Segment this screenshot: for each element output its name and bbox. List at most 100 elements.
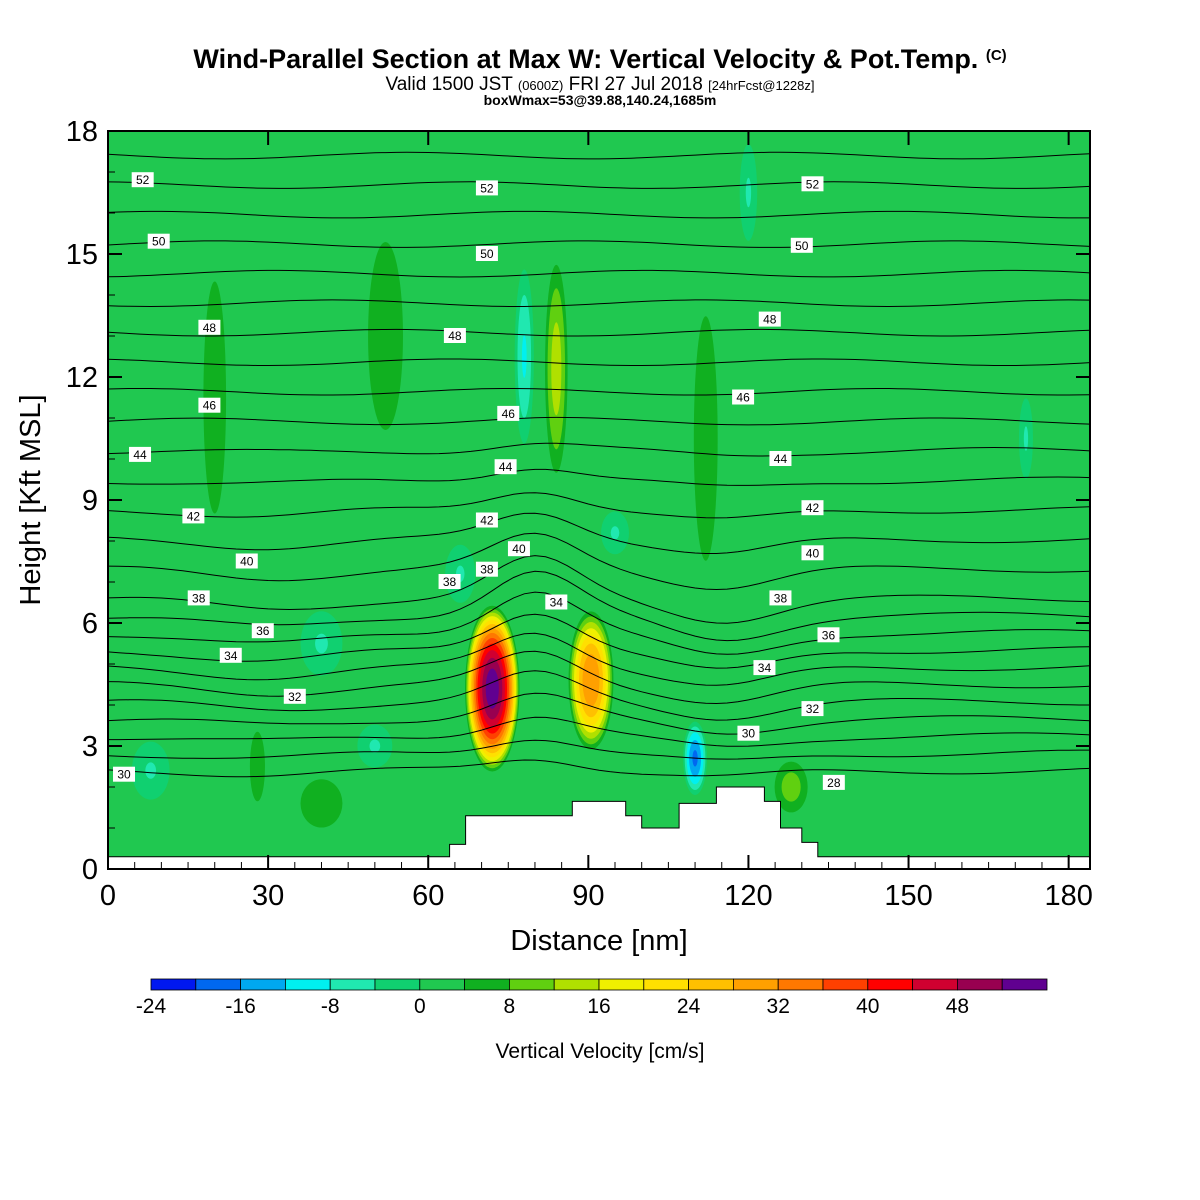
velocity-cell xyxy=(1018,398,1033,479)
theta-contour-line xyxy=(108,181,1090,189)
theta-contour-line xyxy=(108,739,1090,760)
theta-label-text: 36 xyxy=(822,628,836,642)
x-tick-label: 90 xyxy=(572,880,604,912)
colorbar-swatch xyxy=(733,978,779,991)
velocity-band xyxy=(203,281,227,514)
theta-label: 46 xyxy=(198,397,221,413)
theta-label-text: 44 xyxy=(499,460,513,474)
colorbar-tick-label: -24 xyxy=(136,995,167,1018)
theta-label-text: 52 xyxy=(136,173,150,187)
y-tick-label: 6 xyxy=(82,608,98,640)
theta-label: 40 xyxy=(507,541,530,557)
velocity-band xyxy=(1090,494,1132,548)
theta-contour-line xyxy=(108,692,1090,735)
theta-contour-line xyxy=(108,388,1090,396)
theta-label: 52 xyxy=(801,176,824,192)
theta-contour-line xyxy=(108,532,1090,591)
theta-label-text: 40 xyxy=(240,555,254,569)
colorbar-tick-label: 48 xyxy=(946,995,969,1018)
x-axis-label: Distance [nm] xyxy=(510,925,687,957)
velocity-cell xyxy=(545,264,568,473)
colorbar-swatch xyxy=(598,978,645,991)
theta-label: 34 xyxy=(219,647,242,663)
colorbar-swatch xyxy=(284,978,331,991)
velocity-cell xyxy=(357,724,393,768)
y-tick-label: 15 xyxy=(66,239,98,271)
copyright-mark: (C) xyxy=(985,47,1007,64)
velocity-band xyxy=(693,316,718,561)
theta-contour-line xyxy=(108,123,1090,130)
theta-label: 50 xyxy=(790,237,813,253)
colorbar-swatch xyxy=(688,978,734,991)
velocity-band xyxy=(781,772,801,802)
theta-label-text: 44 xyxy=(133,448,147,462)
y-tick-label: 3 xyxy=(82,731,98,763)
colorbar-label: Vertical Velocity [cm/s] xyxy=(496,1040,705,1063)
velocity-cell xyxy=(739,144,758,241)
colorbar-swatch xyxy=(643,978,689,991)
theta-label-text: 30 xyxy=(742,727,756,741)
theta-label-text: 42 xyxy=(806,501,820,515)
theta-contour-line xyxy=(108,299,1090,308)
theta-label: 44 xyxy=(494,459,517,475)
theta-label-text: 34 xyxy=(758,661,772,675)
colorbar-tick-label: -8 xyxy=(321,995,340,1018)
theta-contour-line xyxy=(108,650,1090,705)
theta-contour-line xyxy=(108,442,1090,457)
theta-label-text: 38 xyxy=(480,563,494,577)
theta-label: 52 xyxy=(475,180,498,196)
theta-label: 38 xyxy=(187,590,210,606)
theta-contour-line xyxy=(108,716,1090,747)
theta-label-text: 50 xyxy=(795,239,809,253)
velocity-cell xyxy=(131,741,170,800)
theta-label-text: 52 xyxy=(806,177,820,191)
colorbar-tick-label: 40 xyxy=(856,995,879,1018)
theta-label-text: 42 xyxy=(187,509,201,523)
colorbar-tick-label: 24 xyxy=(677,995,701,1018)
velocity-cell xyxy=(568,611,614,750)
theta-label-text: 46 xyxy=(203,399,217,413)
colorbar-swatch xyxy=(867,978,913,991)
x-tick-label: 150 xyxy=(884,880,932,912)
theta-contour-line xyxy=(108,555,1090,624)
terrain-mask xyxy=(108,786,1090,869)
velocity-cell xyxy=(203,281,227,514)
colorbar-swatch xyxy=(912,978,958,991)
velocity-band xyxy=(300,779,343,828)
velocity-band xyxy=(369,739,381,753)
theta-label-text: 32 xyxy=(288,690,302,704)
x-tick-label: 180 xyxy=(1044,880,1092,912)
terrain xyxy=(108,786,1090,869)
theta-label: 38 xyxy=(438,574,461,589)
colorbar-tick-label: 8 xyxy=(504,995,516,1018)
colorbar-swatch xyxy=(240,978,286,991)
theta-contour-line xyxy=(108,210,1090,219)
theta-label-text: 32 xyxy=(806,702,820,716)
theta-label: 38 xyxy=(475,561,498,577)
theta-label-text: 50 xyxy=(480,247,494,261)
velocity-band xyxy=(745,177,752,208)
theta-contour-line xyxy=(108,151,1090,160)
y-axis-label: Height [Kft MSL] xyxy=(15,394,47,605)
colorbar-swatch xyxy=(777,978,824,991)
theta-label: 40 xyxy=(801,545,824,561)
theta-contour-labels: 52 52 52 50 50 50 48 48 48 46 46 46 44 44 44 42 42 42 40 40… xyxy=(113,172,845,790)
colorbar-swatch xyxy=(1001,978,1048,991)
theta-label: 36 xyxy=(817,627,840,643)
velocity-band xyxy=(368,242,403,430)
velocity-cell xyxy=(774,761,808,813)
theta-label: 48 xyxy=(758,311,781,327)
velocity-cell xyxy=(465,605,520,772)
theta-label: 34 xyxy=(545,594,568,610)
theta-label: 52 xyxy=(131,172,154,188)
x-tick-label: 30 xyxy=(252,880,284,912)
velocity-cell xyxy=(368,242,403,430)
theta-label: 42 xyxy=(182,508,205,524)
theta-label: 28 xyxy=(822,774,845,790)
theta-label-text: 46 xyxy=(502,407,516,421)
theta-label-text: 44 xyxy=(774,452,788,466)
theta-label: 50 xyxy=(475,246,498,261)
theta-label: 32 xyxy=(801,701,824,717)
velocity-band xyxy=(582,654,600,707)
